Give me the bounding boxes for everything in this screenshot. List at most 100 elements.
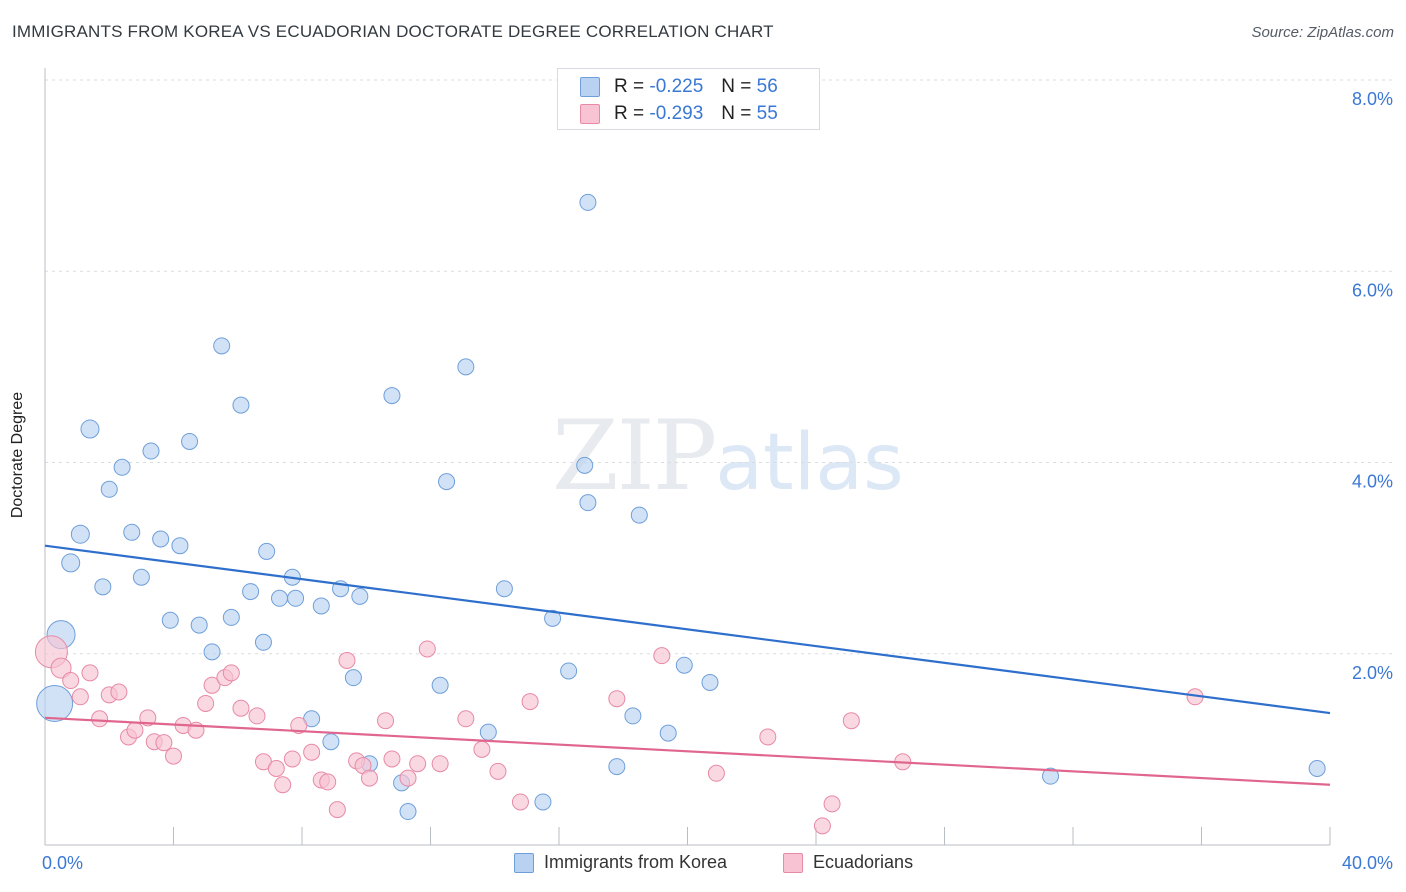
korea-point — [100, 480, 118, 498]
korea-point — [630, 506, 648, 524]
series-legend: Immigrants from Korea Ecuadorians — [0, 852, 1406, 876]
korea-point — [232, 396, 250, 414]
ecuador-point — [155, 734, 173, 752]
chart-title: IMMIGRANTS FROM KOREA VS ECUADORIAN DOCT… — [12, 22, 774, 41]
korea-point — [123, 523, 141, 541]
ecuador-point — [473, 740, 491, 758]
ecuador-point — [232, 699, 250, 717]
korea-point — [544, 609, 562, 627]
ecuador-point — [813, 817, 831, 835]
ecuador-point — [50, 657, 72, 679]
korea-legend-swatch — [514, 852, 534, 873]
ecuador-point — [203, 676, 221, 694]
korea-point — [152, 530, 170, 548]
ecuador-point — [511, 793, 529, 811]
korea-point — [36, 684, 74, 722]
legend-item-korea[interactable]: Immigrants from Korea — [514, 852, 727, 873]
korea-point — [242, 583, 260, 601]
ecuador-point — [653, 647, 671, 665]
korea-point — [457, 358, 475, 376]
ecuador-point — [319, 773, 337, 791]
y-tick-label: 6.0% — [1352, 280, 1393, 300]
korea-point — [1308, 760, 1326, 777]
korea-point — [258, 542, 276, 560]
ecuador-points — [34, 635, 1204, 835]
korea-point — [576, 456, 594, 474]
tick-labels: 2.0% 4.0% 6.0% 8.0% 0.0% 40.0% — [42, 89, 1393, 873]
korea-point — [80, 419, 100, 439]
ecuador-point — [608, 690, 626, 708]
korea-point — [351, 587, 369, 605]
korea-n-value: 56 — [756, 76, 778, 97]
legend-row-ecuador: R = -0.293 N = 55 — [580, 102, 778, 126]
korea-point — [344, 669, 362, 687]
ecuador-point — [418, 640, 436, 658]
ecuador-point — [409, 755, 427, 773]
ecuador-point — [842, 712, 860, 730]
y-tick-label: 4.0% — [1352, 472, 1393, 492]
ecuador-point — [110, 683, 128, 701]
ecuador-point — [222, 664, 240, 682]
korea-point — [213, 337, 231, 355]
korea-point — [287, 589, 305, 607]
korea-point — [161, 611, 179, 629]
korea-point — [624, 707, 642, 725]
ecuador-point — [283, 750, 301, 768]
korea-swatch — [580, 77, 600, 97]
korea-point — [438, 473, 456, 491]
legend-item-ecuador[interactable]: Ecuadorians — [783, 852, 913, 873]
korea-point — [94, 578, 112, 596]
korea-point — [479, 723, 497, 741]
ecuador-point — [274, 776, 292, 794]
ecuador-n-label: N = — [721, 103, 752, 124]
ecuador-point — [759, 728, 777, 746]
korea-point — [181, 432, 199, 450]
ecuador-legend-label: Ecuadorians — [813, 852, 914, 872]
korea-point — [61, 553, 81, 573]
ecuador-n-value: 55 — [756, 103, 778, 124]
korea-point — [312, 597, 330, 615]
korea-point — [659, 724, 677, 742]
y-tick-label: 8.0% — [1352, 89, 1393, 109]
ecuador-point — [267, 760, 285, 777]
stats-legend: R = -0.225 N = 56 R = -0.293 N = 55 — [557, 68, 820, 130]
korea-trend-line — [44, 544, 1331, 715]
korea-point — [399, 803, 417, 821]
ecuador-point — [126, 721, 144, 739]
ecuador-point — [62, 672, 80, 690]
ecuador-r-value: -0.293 — [649, 103, 704, 124]
ecuador-point — [521, 693, 539, 711]
ecuador-point — [338, 651, 356, 669]
korea-point — [383, 387, 401, 405]
korea-point — [675, 656, 693, 674]
korea-point — [495, 580, 513, 598]
ecuador-point — [197, 694, 215, 712]
ecuador-point — [399, 769, 417, 787]
korea-point — [608, 758, 626, 776]
ecuador-point — [383, 750, 401, 768]
korea-point — [560, 662, 578, 680]
ecuador-point — [377, 712, 395, 730]
korea-point — [1042, 767, 1060, 785]
ecuador-point — [431, 755, 449, 773]
korea-point — [254, 633, 272, 651]
ecuador-point — [457, 710, 475, 728]
korea-point — [132, 568, 150, 586]
ecuador-swatch — [580, 104, 600, 124]
ecuador-point — [290, 716, 308, 734]
x-tick-label-min: 0.0% — [42, 853, 83, 873]
korea-point — [203, 643, 221, 661]
ecuador-point — [489, 762, 507, 780]
ecuador-point — [328, 801, 346, 819]
korea-point — [701, 673, 719, 691]
y-axis-label: Doctorate Degree — [9, 391, 26, 519]
korea-point — [534, 793, 552, 811]
korea-point — [70, 524, 90, 544]
trend-lines — [44, 544, 1331, 786]
korea-point — [431, 676, 449, 694]
korea-point — [222, 608, 240, 626]
korea-point — [271, 589, 289, 607]
korea-point — [579, 193, 597, 211]
ecuador-point — [71, 688, 89, 706]
